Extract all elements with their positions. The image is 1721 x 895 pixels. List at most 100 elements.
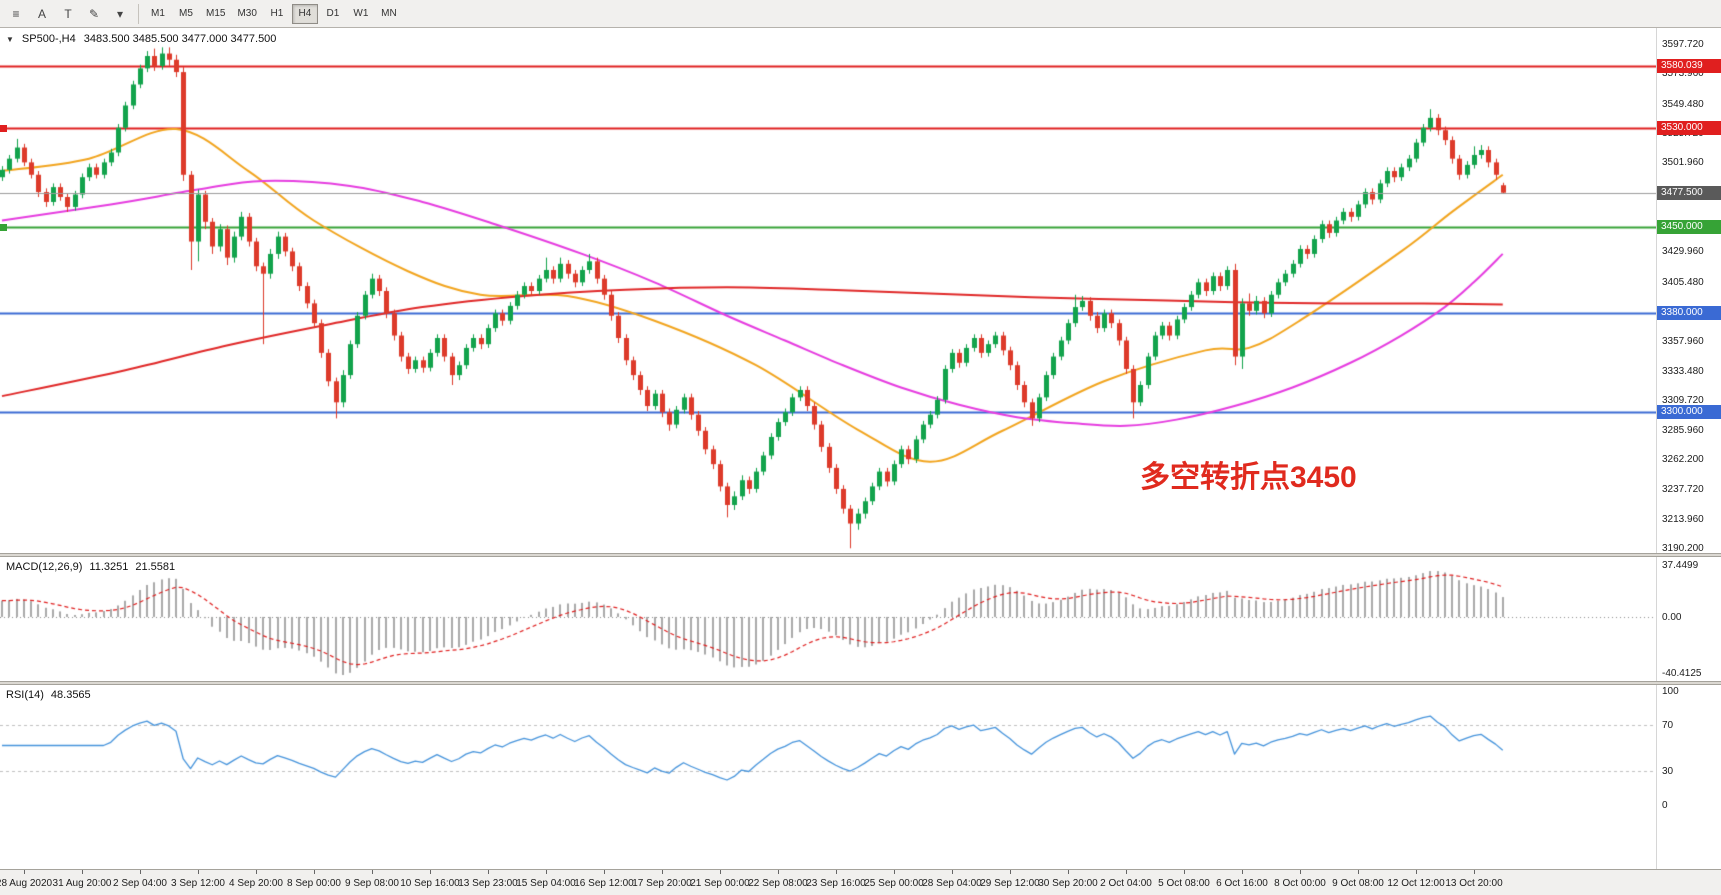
- toolbar: ≡ A T ✎ ▾ M1 M5 M15 M30 H1 H4 D1 W1 MN: [0, 0, 1721, 28]
- draw-tools-icon[interactable]: ✎: [82, 3, 106, 25]
- timeframe-toolbar: M1 M5 M15 M30 H1 H4 D1 W1 MN: [145, 3, 402, 24]
- time-label: 5 Oct 08:00: [1158, 878, 1210, 889]
- time-label: 10 Sep 16:00: [400, 878, 460, 889]
- time-tick: [836, 870, 837, 874]
- price-axis-label: 3237.720: [1662, 484, 1704, 496]
- ohlc-label: 3483.500 3485.500 3477.000 3477.500: [83, 33, 277, 45]
- timeframe-button-m30[interactable]: M30: [232, 4, 261, 24]
- panel-divider-1[interactable]: [0, 553, 1721, 557]
- hline-handle[interactable]: [0, 124, 7, 132]
- time-tick: [430, 870, 431, 874]
- draw-tools-caret-icon[interactable]: ▾: [108, 3, 132, 25]
- time-tick: [604, 870, 605, 874]
- time-tick: [720, 870, 721, 874]
- timeframe-button-d1[interactable]: D1: [320, 4, 346, 24]
- hline-handle[interactable]: [0, 223, 7, 231]
- panel-divider-2[interactable]: [0, 681, 1721, 685]
- candlestick-chart-canvas[interactable]: [0, 28, 1656, 553]
- time-label: 21 Sep 00:00: [690, 878, 750, 889]
- main-chart-panel: ▼ SP500-,H4 3483.500 3485.500 3477.000 3…: [0, 28, 1721, 555]
- time-label: 29 Sep 12:00: [980, 878, 1040, 889]
- time-label: 2 Sep 04:00: [113, 878, 167, 889]
- rsi-axis[interactable]: 100 70 30 0: [1656, 685, 1721, 869]
- macd-canvas[interactable]: [0, 557, 1656, 681]
- macd-axis-label: 37.4499: [1662, 560, 1699, 571]
- price-axis-label: 3190.200: [1662, 543, 1704, 555]
- time-tick: [894, 870, 895, 874]
- price-tag: 3300.000: [1657, 405, 1721, 420]
- time-tick: [1474, 870, 1475, 874]
- time-label: 2 Oct 04:00: [1100, 878, 1152, 889]
- rsi-axis-label: 0: [1662, 800, 1668, 811]
- symbols-list-icon[interactable]: ≡: [4, 3, 28, 25]
- symbol-period-label: SP500-,H4: [21, 33, 76, 45]
- time-tick: [140, 870, 141, 874]
- time-label: 9 Sep 08:00: [345, 878, 399, 889]
- toolbar-separator: [138, 3, 139, 24]
- rsi-header: RSI(14) 48.3565: [6, 689, 91, 701]
- time-tick: [1358, 870, 1359, 874]
- price-tag: 3450.000: [1657, 219, 1721, 234]
- rsi-value: 48.3565: [50, 689, 91, 701]
- time-label: 12 Oct 12:00: [1387, 878, 1445, 889]
- price-axis-label: 3501.960: [1662, 157, 1704, 169]
- time-tick: [256, 870, 257, 874]
- chart-dropdown-icon[interactable]: ▼: [6, 34, 14, 44]
- timeframe-button-m15[interactable]: M15: [201, 4, 230, 24]
- time-axis[interactable]: 28 Aug 2020 31 Aug 20:00 2 Sep 04:00 3 Sep …: [0, 869, 1721, 895]
- price-axis-label: 3262.200: [1662, 453, 1704, 465]
- time-tick: [1010, 870, 1011, 874]
- timeframe-button-m5[interactable]: M5: [173, 4, 199, 24]
- price-axis[interactable]: 3597.7203573.9603549.4803525.7203501.960…: [1656, 28, 1721, 555]
- macd-axis[interactable]: 37.4499 0.00 -40.4125: [1656, 557, 1721, 681]
- time-tick: [82, 870, 83, 874]
- rsi-axis-label: 100: [1662, 686, 1679, 697]
- timeframe-button-h1[interactable]: H1: [264, 4, 290, 24]
- macd-header: MACD(12,26,9) 11.3251 21.5581: [6, 561, 175, 573]
- macd-signal-value: 21.5581: [135, 561, 176, 573]
- chart-annotation-text[interactable]: 多空转折点3450: [1140, 461, 1357, 494]
- timeframe-button-m1[interactable]: M1: [145, 4, 171, 24]
- time-label: 22 Sep 08:00: [748, 878, 808, 889]
- timeframe-button-w1[interactable]: W1: [348, 4, 374, 24]
- rsi-axis-label: 30: [1662, 765, 1674, 777]
- time-tick: [778, 870, 779, 874]
- time-tick: [1126, 870, 1127, 874]
- price-axis-label: 3549.480: [1662, 98, 1704, 110]
- price-axis-label: 3597.720: [1662, 39, 1704, 50]
- time-tick: [662, 870, 663, 874]
- price-axis-label: 3429.960: [1662, 246, 1704, 258]
- time-label: 3 Sep 12:00: [171, 878, 225, 889]
- time-label: 17 Sep 20:00: [632, 878, 692, 889]
- toolbar-tools: ≡ A T ✎ ▾: [4, 3, 132, 25]
- macd-label: MACD(12,26,9): [6, 561, 83, 573]
- text-tool-icon[interactable]: T: [56, 3, 80, 25]
- cursor-tool-icon[interactable]: A: [30, 3, 54, 25]
- macd-main-value: 11.3251: [89, 561, 129, 573]
- rsi-panel: RSI(14) 48.3565 100 70 30 0: [0, 685, 1721, 869]
- time-label: 28 Aug 2020: [0, 878, 53, 889]
- price-axis-label: 3213.960: [1662, 513, 1704, 525]
- macd-panel: MACD(12,26,9) 11.3251 21.5581 37.4499 0.0…: [0, 557, 1721, 681]
- rsi-canvas[interactable]: [0, 685, 1656, 869]
- time-tick: [1068, 870, 1069, 874]
- time-label: 31 Aug 20:00: [52, 878, 112, 889]
- time-tick: [488, 870, 489, 874]
- time-label: 13 Oct 20:00: [1445, 878, 1503, 889]
- time-label: 28 Sep 04:00: [922, 878, 982, 889]
- time-label: 13 Sep 23:00: [458, 878, 518, 889]
- time-label: 6 Oct 16:00: [1216, 878, 1268, 889]
- time-tick: [1184, 870, 1185, 874]
- time-label: 8 Sep 00:00: [287, 878, 341, 889]
- time-label: 16 Sep 12:00: [574, 878, 634, 889]
- price-tag: 3477.500: [1657, 185, 1721, 200]
- time-tick: [198, 870, 199, 874]
- price-axis-label: 3573.960: [1662, 68, 1704, 80]
- time-tick: [1242, 870, 1243, 874]
- time-tick: [24, 870, 25, 874]
- timeframe-button-mn[interactable]: MN: [376, 4, 402, 24]
- time-label: 9 Oct 08:00: [1332, 878, 1384, 889]
- macd-axis-label: 0.00: [1662, 611, 1682, 623]
- timeframe-button-h4[interactable]: H4: [291, 3, 318, 24]
